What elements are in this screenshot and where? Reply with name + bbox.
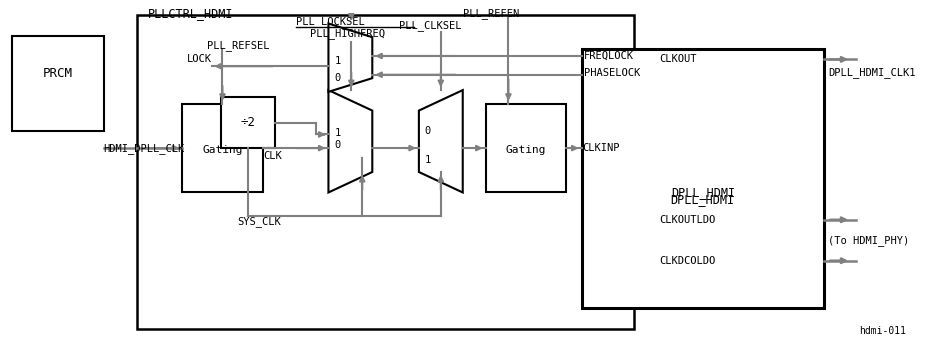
Text: 1: 1 xyxy=(335,128,341,138)
Text: LOCK: LOCK xyxy=(186,54,211,64)
Text: SYS_CLK: SYS_CLK xyxy=(237,216,280,227)
Text: 0: 0 xyxy=(335,73,341,83)
Text: PHASELOCK: PHASELOCK xyxy=(584,68,640,78)
Text: CLK: CLK xyxy=(264,151,282,161)
Text: PLLCTRL_HDMI: PLLCTRL_HDMI xyxy=(148,7,233,20)
Polygon shape xyxy=(328,24,372,92)
Text: PRCM: PRCM xyxy=(43,66,73,79)
Polygon shape xyxy=(419,90,463,193)
Text: PLL_REFEN: PLL_REFEN xyxy=(463,8,519,19)
Text: 0: 0 xyxy=(424,126,431,136)
Text: DPLL_HDMI: DPLL_HDMI xyxy=(671,186,735,199)
Text: 0: 0 xyxy=(335,140,341,150)
Text: DPLL_HDMI: DPLL_HDMI xyxy=(670,193,734,206)
Text: 1: 1 xyxy=(424,155,431,165)
Text: CLKDCOLDO: CLKDCOLDO xyxy=(659,256,715,266)
Text: CLKOUTLDO: CLKOUTLDO xyxy=(659,215,715,225)
Text: Gating: Gating xyxy=(506,145,546,155)
Text: CLKINP: CLKINP xyxy=(583,143,620,153)
Text: PLL_HIGHFREQ: PLL_HIGHFREQ xyxy=(310,28,385,39)
Text: hdmi-011: hdmi-011 xyxy=(859,326,906,336)
Text: 1: 1 xyxy=(335,56,341,66)
Bar xyxy=(221,97,276,148)
Bar xyxy=(137,15,635,329)
Text: DPLL_HDMI_CLK1: DPLL_HDMI_CLK1 xyxy=(828,67,915,78)
Text: (To HDMI_PHY): (To HDMI_PHY) xyxy=(828,235,910,246)
Text: PLL_LOCKSEL: PLL_LOCKSEL xyxy=(295,17,365,27)
Polygon shape xyxy=(328,90,372,193)
Bar xyxy=(182,104,263,193)
Text: Gating: Gating xyxy=(202,145,243,155)
Text: CLKOUT: CLKOUT xyxy=(659,54,697,64)
Bar xyxy=(12,35,104,131)
Bar xyxy=(582,49,824,309)
Text: FREQLOCK: FREQLOCK xyxy=(584,51,634,61)
Text: HDMI_DPLL_CLK: HDMI_DPLL_CLK xyxy=(104,143,185,153)
Text: PLL_REFSEL: PLL_REFSEL xyxy=(207,40,269,51)
Bar xyxy=(485,104,566,193)
Text: PLL_CLKSEL: PLL_CLKSEL xyxy=(399,20,461,31)
Text: ÷2: ÷2 xyxy=(240,116,255,129)
